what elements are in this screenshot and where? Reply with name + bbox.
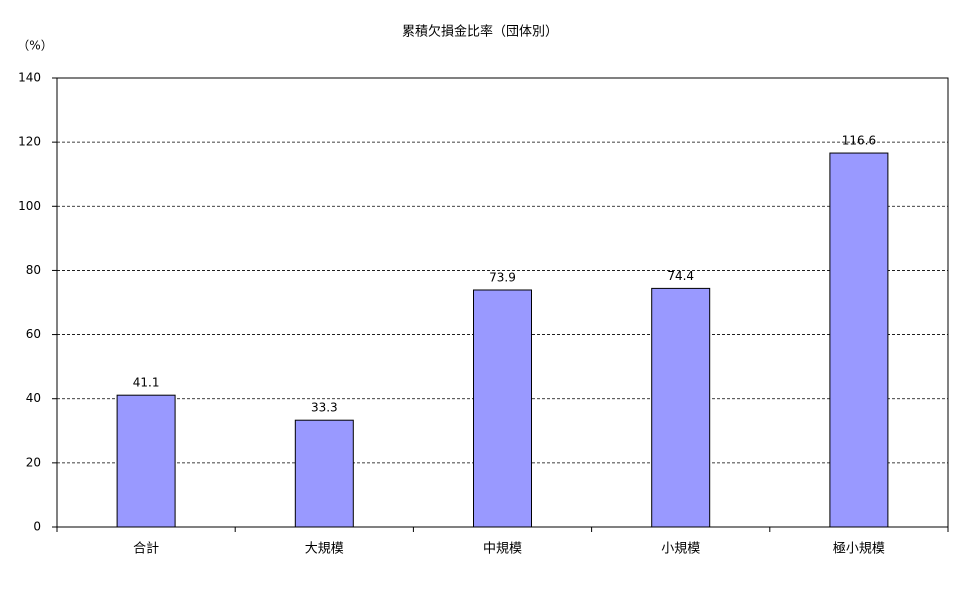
bar <box>294 419 354 528</box>
y-tick-label: 140 <box>18 71 41 85</box>
bar <box>473 289 532 528</box>
bar <box>651 287 711 528</box>
y-tick-label: 0 <box>33 520 41 534</box>
value-label: 116.6 <box>842 134 876 148</box>
value-label: 33.3 <box>311 401 338 415</box>
x-tick-label: 小規模 <box>661 542 700 557</box>
x-tick-label: 大規模 <box>305 542 344 557</box>
y-tick-label: 60 <box>26 327 41 341</box>
value-label: 73.9 <box>489 270 516 284</box>
y-tick-label: 120 <box>18 135 41 149</box>
y-axis-label: （%） <box>17 39 52 53</box>
bar <box>829 152 889 528</box>
x-tick-label: 極小規模 <box>833 541 885 557</box>
y-tick-label: 80 <box>26 263 41 277</box>
chart-title: 累積欠損金比率（団体別） <box>402 24 558 40</box>
y-tick-label: 100 <box>18 199 41 213</box>
x-tick-label: 中規模 <box>483 542 522 557</box>
x-tick-label: 合計 <box>133 541 159 557</box>
bar <box>116 394 176 528</box>
y-tick-label: 40 <box>26 391 41 405</box>
y-tick-label: 20 <box>26 455 41 469</box>
value-label: 41.1 <box>133 376 160 390</box>
value-label: 74.4 <box>667 269 694 283</box>
